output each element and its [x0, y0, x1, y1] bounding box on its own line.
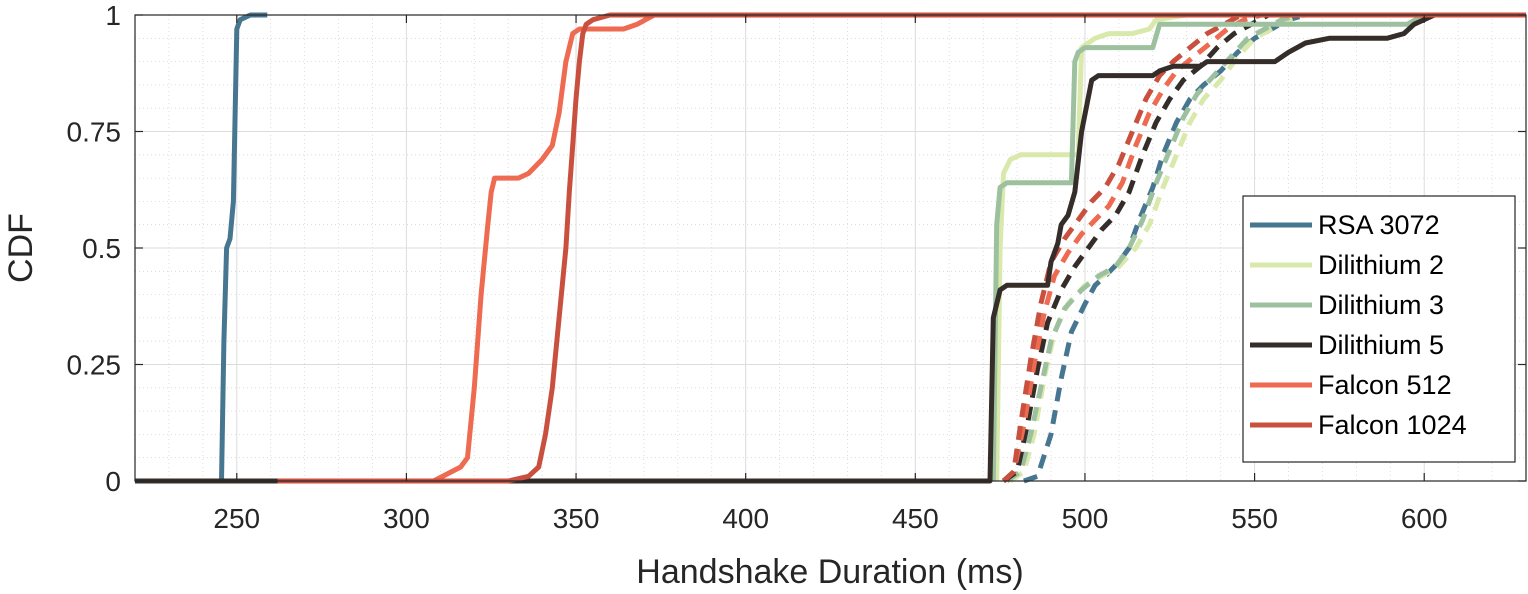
series-line	[1001, 12, 1263, 483]
legend-label: Dilithium 3	[1318, 290, 1444, 320]
legend-label: Falcon 1024	[1318, 410, 1467, 440]
y-tick-label: 0.75	[67, 117, 122, 148]
legend-box	[1242, 195, 1516, 463]
x-tick-label: 250	[213, 503, 260, 534]
y-tick-label: 0	[105, 466, 121, 497]
x-tick-label: 550	[1231, 503, 1278, 534]
x-tick-label: 500	[1062, 503, 1109, 534]
y-axis-tick-labels: 0 0.25 0.5 0.75 1	[67, 0, 122, 497]
series-line	[1001, 12, 1243, 483]
legend-label: RSA 3072	[1318, 210, 1440, 240]
legend-label: Dilithium 2	[1318, 250, 1444, 280]
legend: RSA 3072 Dilithium 2 Dilithium 3 Dilithium …	[1242, 195, 1516, 463]
axis-ticks	[135, 14, 1526, 482]
y-axis-title: CDF	[2, 213, 40, 283]
series-line	[277, 12, 1526, 484]
series-line	[1002, 12, 1270, 484]
series-line	[1023, 12, 1307, 484]
series-line	[277, 12, 1526, 484]
y-tick-label: 0.5	[82, 233, 121, 264]
x-tick-label: 300	[383, 503, 430, 534]
y-tick-label: 0.25	[67, 350, 122, 381]
x-tick-label: 450	[892, 503, 939, 534]
legend-label: Dilithium 5	[1318, 330, 1444, 360]
series-line	[990, 12, 1526, 482]
y-tick-label: 1	[105, 0, 121, 31]
series-line	[135, 12, 1526, 484]
series-line	[219, 12, 268, 482]
x-axis-tick-labels: 250 300 350 400 450 500 550 600	[213, 503, 1447, 534]
legend-label: Falcon 512	[1318, 370, 1452, 400]
x-axis-title: Handshake Duration (ms)	[636, 553, 1023, 591]
x-tick-label: 600	[1401, 503, 1448, 534]
series-line	[1005, 12, 1300, 484]
series-layer	[135, 12, 1526, 484]
x-tick-label: 350	[553, 503, 600, 534]
x-tick-label: 400	[722, 503, 769, 534]
series-line	[994, 12, 1526, 482]
